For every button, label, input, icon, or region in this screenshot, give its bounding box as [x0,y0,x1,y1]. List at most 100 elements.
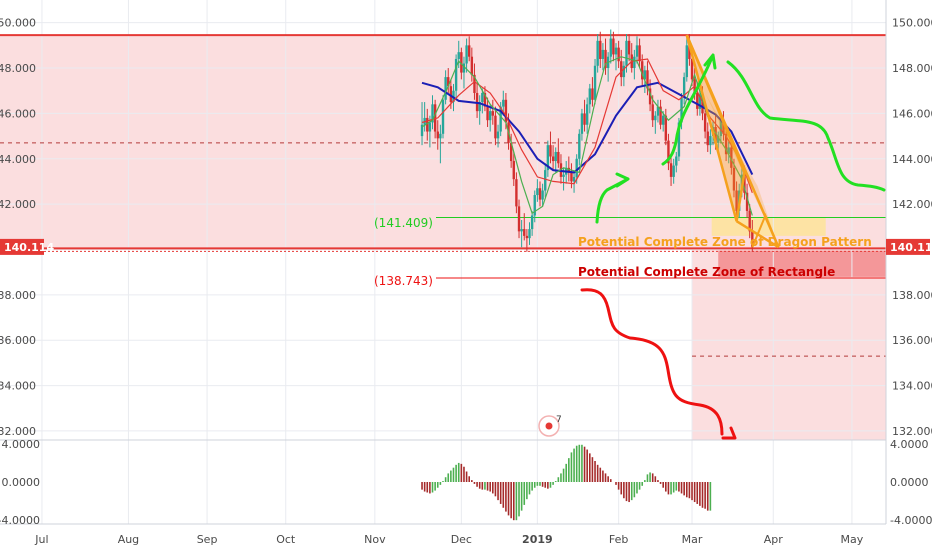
candle [551,145,555,171]
time-tick-label: May [841,533,864,546]
price-tick-label-left: 148.000 [0,62,36,75]
oscillator-tick-label-right: 4.0000 [890,438,929,451]
candle-body [486,106,489,121]
candle-body [583,113,586,125]
rectangle-zone-label: Potential Complete Zone of Rectangle [578,265,835,279]
projected-path-down [580,288,737,440]
candle [593,58,597,105]
candle [672,158,675,184]
candle-body [701,95,704,114]
candle-body [468,45,471,57]
candle [447,68,450,93]
candle-body [460,52,463,73]
candle-body [751,231,754,248]
oscillator-tick-label-right: 0.0000 [890,476,929,489]
price-tick-label-right: 134.000 [892,380,932,393]
candle [465,38,468,73]
candle-body [709,136,712,146]
candle [439,124,442,164]
time-tick-label: Apr [764,533,784,546]
candle-body [541,190,544,200]
candle [748,204,751,239]
candle [454,54,458,98]
alert-marker[interactable]: 7 [538,415,562,437]
candle-body [496,131,500,139]
candle [483,86,487,112]
candle [441,95,445,139]
candle [528,222,531,245]
candle [481,88,484,114]
candle-body [570,172,573,182]
candle [525,229,529,252]
dragon-target-label: (141.409) [374,216,433,230]
candle-body [473,74,476,93]
candle [557,138,560,168]
candle [706,122,709,152]
candle [420,102,424,146]
candle [470,47,474,82]
price-tick-label-right: 146.000 [892,107,932,120]
candle [682,72,686,105]
price-tick-label-left: 144.000 [0,153,36,166]
candle-body [625,40,628,66]
candle-body [601,49,605,59]
candle-body [682,77,686,98]
candle-body [481,92,484,103]
candle [633,49,636,80]
candle-body [585,104,589,125]
candle [541,183,544,207]
dragon-body-fill [705,92,779,248]
candle-body [638,45,641,62]
candle-body [724,133,728,155]
candle-body [494,115,497,139]
oscillator-tick-label-left: -4.0000 [0,514,40,527]
time-tick-label: Sep [197,533,218,546]
candle-body [488,111,492,121]
candle-body [483,92,487,107]
price-tick-label-left: 138.000 [0,289,36,302]
candle-body [622,65,626,78]
alert-count: 7 [556,415,562,425]
candle-body [588,88,591,105]
candle [620,49,623,87]
candle-body [688,45,691,59]
price-tick-label-left: 134.000 [0,380,36,393]
price-tick-label-right: 148.000 [892,62,932,75]
candle-body [727,147,730,155]
candle [667,133,670,171]
candle [656,99,660,123]
price-tick-label-left: 150.000 [0,17,36,30]
candle-body [517,206,521,232]
candle-body [567,167,571,173]
candle-body [614,47,618,55]
candle-body [604,49,607,69]
oscillator-tick-label-left: 4.0000 [2,438,41,451]
candle [444,70,447,105]
candle [570,163,573,189]
candle [486,97,489,128]
candle [722,111,725,141]
candle [546,140,550,177]
candle [685,36,688,82]
candle [599,31,602,69]
candle-body [730,147,733,168]
candle-body [447,77,450,87]
candle-body [677,122,681,157]
rectangle-target-label: (138.743) [374,274,433,288]
candle-body [428,122,432,132]
candle-body [431,104,434,123]
candle-body [656,106,660,116]
candle-body [536,188,539,196]
time-tick-label: Nov [364,533,386,546]
dragon-tail-line [751,212,780,248]
candle-body [578,133,581,159]
candle-body [672,165,675,177]
rectangle-target-box [718,250,886,277]
moving-average-line [421,56,753,216]
candle-body [436,131,439,139]
candle [617,40,620,69]
candle-body [669,163,673,177]
candle [517,199,521,239]
candle [627,34,631,62]
